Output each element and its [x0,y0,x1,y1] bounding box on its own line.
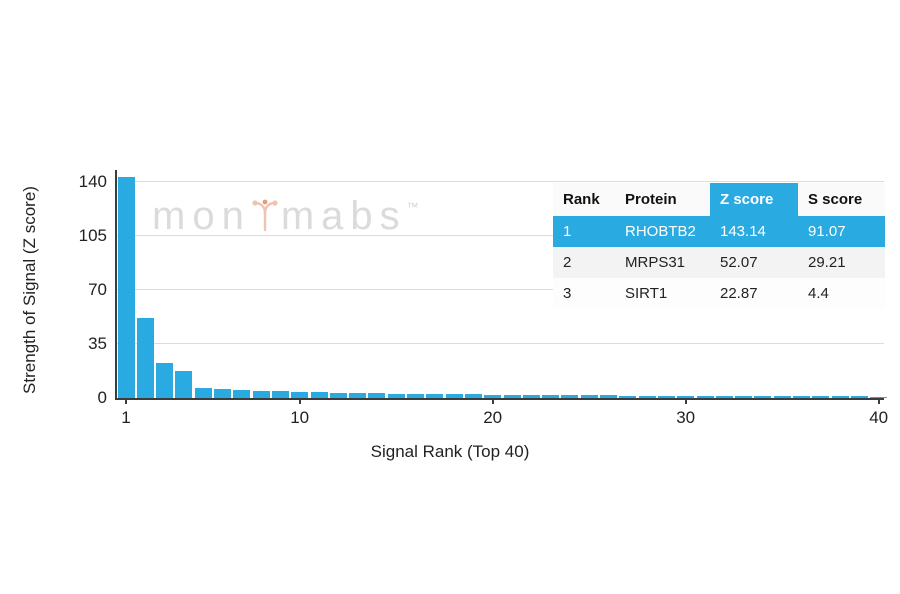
x-tick-label-20: 20 [483,408,503,427]
y-tick-label-105: 105 [78,226,107,245]
sprout-logo-icon [252,199,278,231]
bar-rank-19 [464,394,482,398]
bar-rank-27 [619,395,637,398]
bar-rank-16 [407,393,424,398]
watermark-text-right: mabs [280,194,407,238]
x-tick-mark-30 [684,398,687,404]
bar-rank-9 [271,391,289,398]
bar-rank-35 [773,396,791,398]
watermark-trademark: ™ [406,200,419,214]
y-tick-label-70: 70 [88,280,107,299]
y-tick-label-140: 140 [78,172,107,191]
bar-rank-5 [194,388,212,398]
bar-rank-21 [503,394,521,398]
y-tick-label-35: 35 [88,334,107,353]
table-row-3-z-score: 22.87 [710,278,798,309]
top-proteins-table: Rank Protein Z score S score 1 RHOBTB2 143.14 9… [553,183,885,309]
watermark: mon mabs ™ [152,194,419,239]
x-tick-label-10: 10 [290,408,310,427]
bar-rank-18 [445,394,463,398]
gridline-y-35 [117,343,884,344]
bar-rank-7 [233,389,251,398]
table-row-1-rank: 1 [553,216,615,247]
gridline-y-105 [117,235,884,236]
table-row-3-rank: 3 [553,278,615,309]
y-axis-title: Strength of Signal (Z score) [20,186,39,394]
table-header-z-score: Z score [710,183,798,216]
x-tick-mark-20 [491,398,494,404]
bar-rank-37 [812,396,830,398]
table-row-2-z-score: 52.07 [710,247,798,278]
table-row-1-protein: RHOBTB2 [615,216,710,247]
x-tick-label-1: 1 [121,408,131,427]
table-row-2-s-score: 29.21 [798,247,885,278]
table-row-2-rank: 2 [553,247,615,278]
bar-rank-25 [580,395,598,398]
bar-rank-23 [542,395,560,398]
y-tick-label-0: 0 [97,388,107,407]
x-tick-mark-10 [298,398,301,404]
table-row-3-protein: SIRT1 [615,278,710,309]
bar-rank-24 [561,395,579,398]
bar-rank-32 [715,396,733,398]
gridline-y-140 [117,181,884,182]
bar-rank-10 [291,391,309,398]
bar-rank-28 [638,395,656,398]
bar-rank-36 [793,396,810,398]
bar-rank-4 [175,371,193,398]
bar-rank-20 [484,394,502,398]
bar-rank-13 [349,393,367,398]
bar-rank-39 [850,396,868,398]
bar-rank-17 [426,394,444,398]
bar-rank-6 [214,389,231,398]
bar-rank-1 [117,177,135,398]
bar-rank-14 [368,393,386,398]
table-row-1-z-score: 143.14 [710,216,798,247]
bar-rank-31 [696,395,714,398]
bar-rank-15 [387,393,405,398]
table-header-s-score: S score [798,183,885,216]
bar-rank-34 [754,396,772,398]
bar-rank-30 [677,395,695,398]
table-header-protein: Protein [615,183,710,216]
bar-rank-2 [136,317,154,398]
bar-rank-33 [735,396,753,398]
bar-rank-8 [252,390,270,398]
x-tick-label-40: 40 [869,408,889,427]
x-tick-mark-1 [125,398,127,404]
x-tick-label-30: 30 [676,408,696,427]
table-row-1-s-score: 91.07 [798,216,885,247]
table-row-2-protein: MRPS31 [615,247,710,278]
plot-area: 0 35 70 105 140 1 10 20 30 40 [79,170,888,427]
bar-rank-12 [329,392,347,398]
x-tick-mark-40 [877,398,880,404]
x-axis-title: Signal Rank (Top 40) [370,442,530,461]
watermark-text-left: mon [152,194,251,238]
bar-rank-40 [870,396,888,398]
table-row-3-s-score: 4.4 [798,278,885,309]
gridline-y-70 [117,289,884,290]
bar-rank-38 [831,396,849,398]
bar-rank-11 [310,392,328,398]
bar-rank-26 [600,395,617,398]
table-header-rank: Rank [553,183,615,216]
bar-rank-22 [522,394,540,398]
bar-rank-29 [657,395,675,398]
bar-rank-3 [156,362,174,398]
